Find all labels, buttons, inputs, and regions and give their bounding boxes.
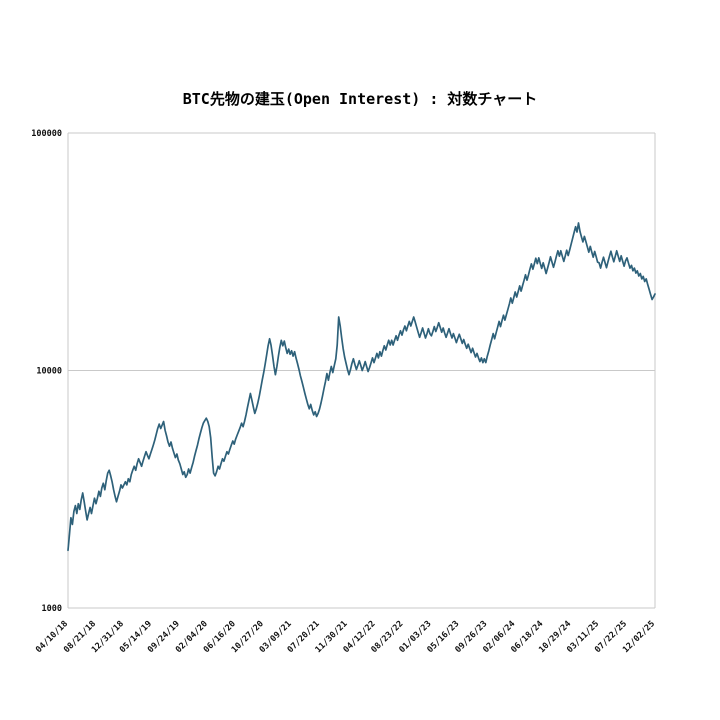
y-tick-label: 100000 bbox=[31, 129, 62, 139]
y-tick-label: 10000 bbox=[36, 367, 62, 377]
chart-title: BTC先物の建玉(Open Interest) : 対数チャート bbox=[182, 90, 538, 108]
open-interest-line bbox=[67, 222, 656, 552]
y-tick-label: 1000 bbox=[42, 604, 62, 614]
